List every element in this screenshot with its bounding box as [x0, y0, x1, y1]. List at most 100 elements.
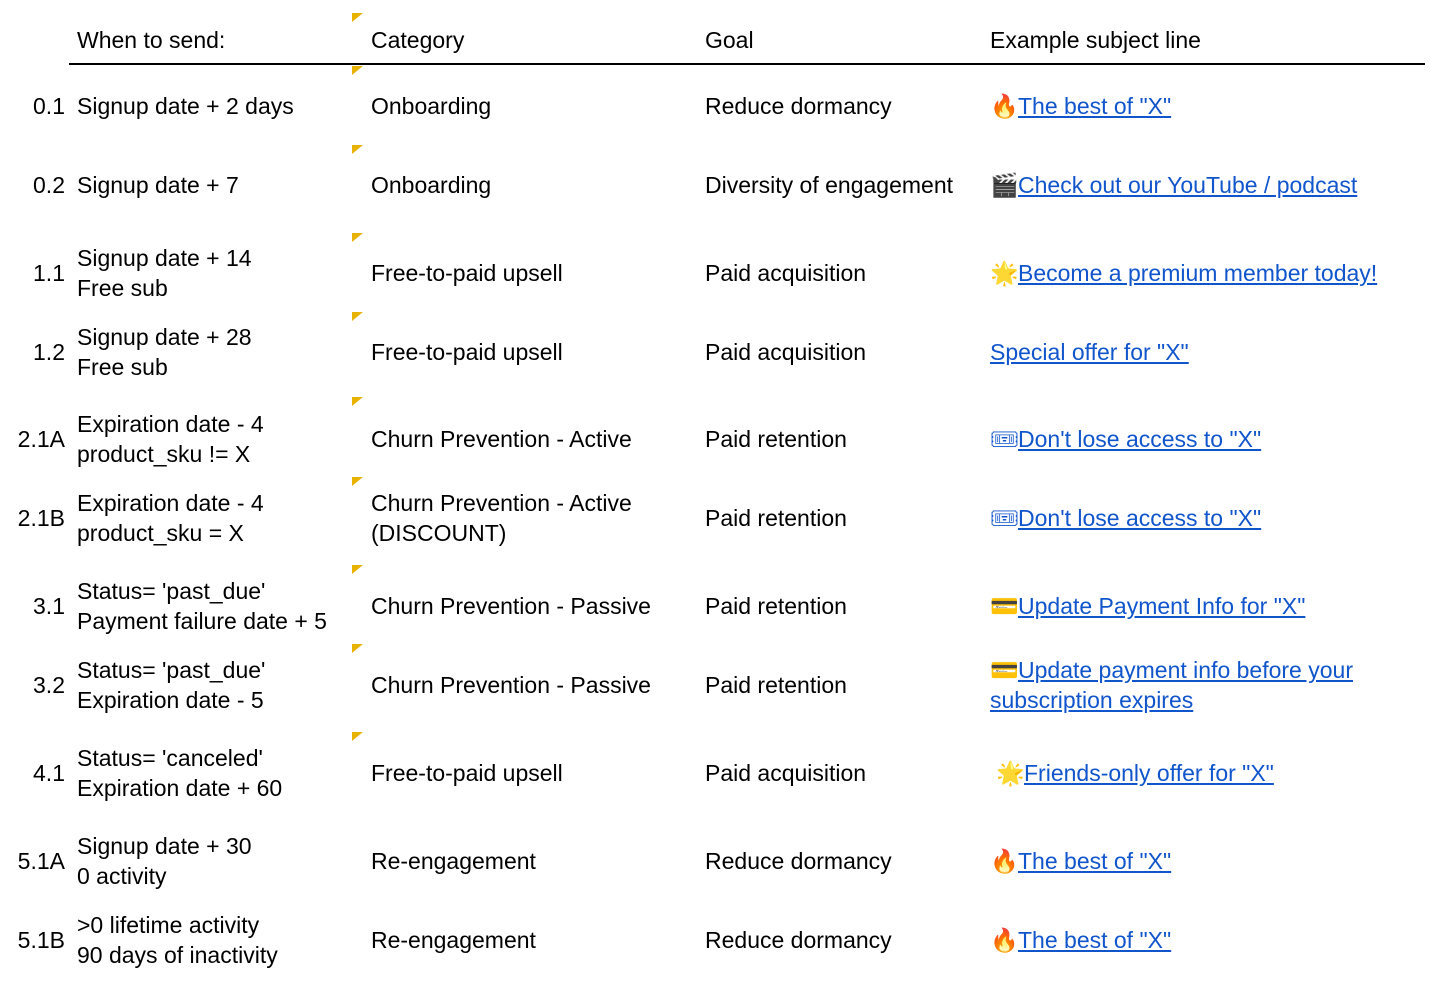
- table-row: 2.1A Expiration date - 4 product_sku != …: [0, 397, 1434, 477]
- table-header: When to send: Category Goal Example subj…: [0, 0, 1434, 65]
- subject-line-text: Check out our YouTube / podcast: [1018, 172, 1358, 198]
- comment-indicator[interactable]: [352, 312, 363, 321]
- comment-indicator[interactable]: [352, 565, 363, 574]
- subject-line-link[interactable]: 🔥The best of "X": [990, 91, 1430, 121]
- subject-line-link[interactable]: 🌟Become a premium member today!: [990, 258, 1430, 288]
- row-id: 2.1B: [17, 505, 65, 531]
- goal-cell: Paid retention: [705, 426, 847, 452]
- row-id: 4.1: [33, 760, 65, 786]
- table-row: 1.2 Signup date + 28 Free sub Free-to-pa…: [0, 312, 1434, 397]
- goal-cell: Paid acquisition: [705, 339, 867, 365]
- comment-indicator[interactable]: [352, 145, 363, 154]
- table-row: 0.2 Signup date + 7 Onboarding Diversity…: [0, 145, 1434, 233]
- subject-line-link[interactable]: 🎬Check out our YouTube / podcast: [990, 170, 1430, 200]
- header-example-subject-line: Example subject line: [990, 27, 1201, 53]
- star-icon: 🌟: [996, 760, 1025, 786]
- when-to-send-cell: Status= 'canceled' Expiration date + 60: [77, 745, 283, 801]
- header-goal: Goal: [705, 27, 754, 53]
- subject-line-link[interactable]: 🎟Don't lose access to "X": [990, 424, 1430, 454]
- goal-cell: Paid retention: [705, 593, 847, 619]
- subject-line-text: The best of "X": [1018, 93, 1172, 119]
- subject-line-link[interactable]: 💳Update payment info before your subscri…: [990, 655, 1430, 715]
- category-cell: Free-to-paid upsell: [371, 760, 563, 786]
- fire-icon: 🔥: [990, 848, 1019, 874]
- category-cell: Churn Prevention - Passive: [371, 593, 651, 619]
- table-row: 2.1B Expiration date - 4 product_sku = X…: [0, 477, 1434, 565]
- comment-indicator[interactable]: [352, 397, 363, 406]
- row-id: 0.1: [33, 93, 65, 119]
- category-cell: Churn Prevention - Active: [371, 426, 632, 452]
- row-id: 1.2: [33, 339, 65, 365]
- fire-icon: 🔥: [990, 93, 1019, 119]
- row-id: 5.1B: [17, 927, 65, 953]
- goal-cell: Reduce dormancy: [705, 927, 892, 953]
- when-to-send-cell: Expiration date - 4 product_sku != X: [77, 411, 264, 467]
- table-row: 1.1 Signup date + 14 Free sub Free-to-pa…: [0, 233, 1434, 312]
- category-cell: Onboarding: [371, 172, 492, 198]
- credit-card-icon: 💳: [990, 657, 1019, 683]
- star-icon: 🌟: [990, 260, 1019, 286]
- clapperboard-icon: 🎬: [990, 172, 1019, 198]
- table-row: 5.1A Signup date + 30 0 activity Re-enga…: [0, 820, 1434, 899]
- when-to-send-cell: Signup date + 30 0 activity: [77, 833, 252, 889]
- table-row: 0.1 Signup date + 2 days Onboarding Redu…: [0, 66, 1434, 145]
- header-divider: [69, 63, 1425, 65]
- credit-card-icon: 💳: [990, 593, 1019, 619]
- subject-line-link[interactable]: 🔥The best of "X": [990, 925, 1430, 955]
- table-row: 3.2 Status= 'past_due' Expiration date -…: [0, 644, 1434, 732]
- when-to-send-cell: Signup date + 14 Free sub: [77, 245, 252, 301]
- comment-indicator[interactable]: [352, 644, 363, 653]
- comment-indicator[interactable]: [352, 477, 363, 486]
- when-to-send-cell: >0 lifetime activity 90 days of inactivi…: [77, 912, 278, 968]
- fire-icon: 🔥: [990, 927, 1019, 953]
- row-id: 3.1: [33, 593, 65, 619]
- subject-line-text: Don't lose access to "X": [1018, 426, 1262, 452]
- comment-indicator[interactable]: [352, 233, 363, 242]
- row-id: 3.2: [33, 672, 65, 698]
- subject-line-text: The best of "X": [1018, 927, 1172, 953]
- subject-line-text: Friends-only offer for "X": [1024, 760, 1274, 786]
- subject-line-text: Don't lose access to "X": [1018, 505, 1262, 531]
- goal-cell: Paid retention: [705, 505, 847, 531]
- subject-line-link[interactable]: 🌟Friends-only offer for "X": [990, 758, 1434, 788]
- comment-indicator[interactable]: [352, 732, 363, 741]
- goal-cell: Reduce dormancy: [705, 848, 892, 874]
- header-when-to-send: When to send:: [77, 27, 226, 53]
- category-cell: Re-engagement: [371, 848, 536, 874]
- category-cell: Free-to-paid upsell: [371, 339, 563, 365]
- category-cell: Free-to-paid upsell: [371, 260, 563, 286]
- subject-line-link[interactable]: 🔥The best of "X": [990, 846, 1430, 876]
- subject-line-text: The best of "X": [1018, 848, 1172, 874]
- subject-line-link[interactable]: Special offer for "X": [990, 337, 1430, 367]
- subject-line-link[interactable]: 🎟Don't lose access to "X": [990, 503, 1430, 533]
- goal-cell: Paid acquisition: [705, 760, 867, 786]
- subject-line-link[interactable]: 💳Update Payment Info for "X": [990, 591, 1430, 621]
- when-to-send-cell: Status= 'past_due' Payment failure date …: [77, 578, 327, 634]
- header-category: Category: [371, 27, 465, 53]
- category-cell: Onboarding: [371, 93, 492, 119]
- when-to-send-cell: Status= 'past_due' Expiration date - 5: [77, 657, 266, 713]
- goal-cell: Paid acquisition: [705, 260, 867, 286]
- subject-line-text: Special offer for "X": [990, 339, 1189, 365]
- subject-line-text: Become a premium member today!: [1018, 260, 1378, 286]
- table-row: 4.1 Status= 'canceled' Expiration date +…: [0, 732, 1434, 820]
- row-id: 2.1A: [17, 426, 65, 452]
- table-row: 5.1B >0 lifetime activity 90 days of ina…: [0, 899, 1434, 984]
- when-to-send-cell: Expiration date - 4 product_sku = X: [77, 490, 264, 546]
- when-to-send-cell: Signup date + 2 days: [77, 93, 294, 119]
- category-cell: Re-engagement: [371, 927, 536, 953]
- category-cell: Churn Prevention - Active (DISCOUNT): [371, 490, 632, 546]
- comment-indicator[interactable]: [352, 66, 363, 75]
- goal-cell: Reduce dormancy: [705, 93, 892, 119]
- subject-line-text: Update Payment Info for "X": [1018, 593, 1306, 619]
- goal-cell: Paid retention: [705, 672, 847, 698]
- comment-indicator[interactable]: [352, 13, 363, 22]
- category-cell: Churn Prevention - Passive: [371, 672, 651, 698]
- goal-cell: Diversity of engagement: [705, 172, 954, 198]
- table-row: 3.1 Status= 'past_due' Payment failure d…: [0, 565, 1434, 644]
- ticket-icon: 🎟: [990, 505, 1020, 531]
- row-id: 0.2: [33, 172, 65, 198]
- when-to-send-cell: Signup date + 28 Free sub: [77, 324, 252, 380]
- subject-line-text: Update payment info before your subscrip…: [990, 657, 1353, 713]
